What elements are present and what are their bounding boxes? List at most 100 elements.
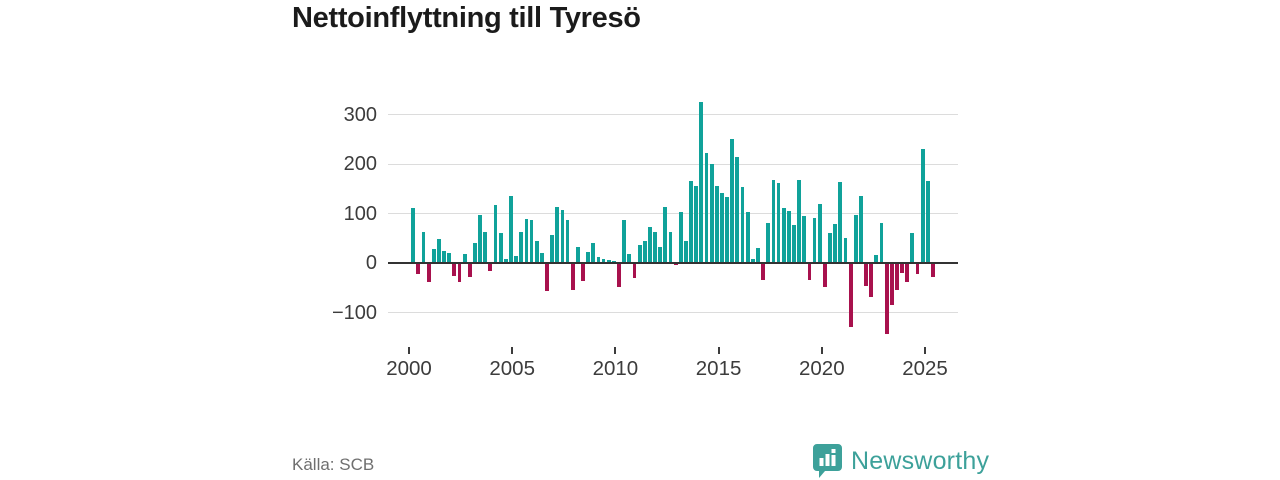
bar [514,256,519,263]
bar [648,226,652,263]
bar [735,156,740,263]
bar [807,263,812,280]
bar [709,164,714,263]
bar [637,245,642,263]
bar [879,222,884,263]
bar [931,263,935,277]
bar [668,231,673,263]
x-axis-label: 2015 [695,357,742,380]
bar [426,263,431,282]
bar [622,220,627,263]
bar [529,220,534,263]
bar [581,263,585,281]
bar [473,243,477,263]
y-axis-label: −100 [331,301,377,324]
bar [550,235,555,263]
bar [483,231,488,263]
bar [509,195,513,263]
bar [411,207,416,263]
bar [802,215,807,263]
bar [663,206,668,263]
bar [467,263,472,277]
x-axis-tick [614,347,617,354]
bar [462,253,467,263]
bar [519,231,524,263]
bar [771,179,776,263]
bar [925,180,930,263]
bar [658,246,663,263]
bar [848,263,853,328]
bar [416,263,421,274]
bar [828,232,832,263]
bar [421,232,426,263]
bar [570,263,575,290]
bar [812,218,817,263]
bar [864,263,868,287]
page-title: Nettoinflyttning till Tyresö [292,2,641,34]
bar [920,149,925,263]
bar [853,214,858,263]
y-axis-label: 300 [343,103,377,126]
bar [761,263,766,280]
zero-line [388,262,958,264]
bar [560,210,565,263]
bar [905,263,910,282]
bar [539,252,544,263]
bar [591,242,596,263]
bar [889,263,894,306]
bar [838,181,843,263]
bar [565,220,570,263]
bar [740,187,745,263]
bar [756,248,760,263]
bar [900,263,904,274]
bar [730,139,735,263]
bar [750,258,755,263]
bar [503,259,508,263]
newsworthy-wordmark: Newsworthy [851,446,990,475]
x-axis-label: 2000 [386,357,432,380]
bar [684,240,688,263]
bar [776,182,781,263]
bar [678,212,683,263]
bar [524,218,529,263]
bar [611,260,616,263]
bar [817,203,822,263]
bar [447,252,452,263]
bar [704,153,709,263]
bar [606,259,611,263]
bar [452,263,457,276]
bar [766,222,771,263]
x-axis-label: 2010 [592,357,639,380]
bar [884,263,889,334]
bar [431,249,436,263]
bar [596,257,601,263]
bar [437,239,441,263]
x-axis-label: 2005 [489,357,535,380]
x-axis-tick [408,347,410,354]
bar [781,208,786,263]
bar [822,263,827,287]
bar [617,263,621,288]
bar [689,180,693,263]
bar [632,263,637,278]
bar [694,185,699,263]
x-axis-tick [820,347,823,354]
bar [786,211,791,263]
bar [534,240,539,263]
x-axis-tick [717,347,720,354]
bar [745,211,750,263]
bar [488,263,493,271]
bar [457,263,462,282]
bar [575,247,580,263]
bar [869,263,874,298]
newsworthy-logo-link[interactable]: Newsworthy [812,443,989,479]
x-axis-tick [511,347,514,354]
bar [478,215,482,263]
bar [545,263,549,291]
x-axis-tick [924,347,926,354]
bar [498,232,503,263]
bar [673,263,678,266]
x-axis-label: 2020 [798,357,845,380]
y-axis-label: 0 [365,252,377,274]
